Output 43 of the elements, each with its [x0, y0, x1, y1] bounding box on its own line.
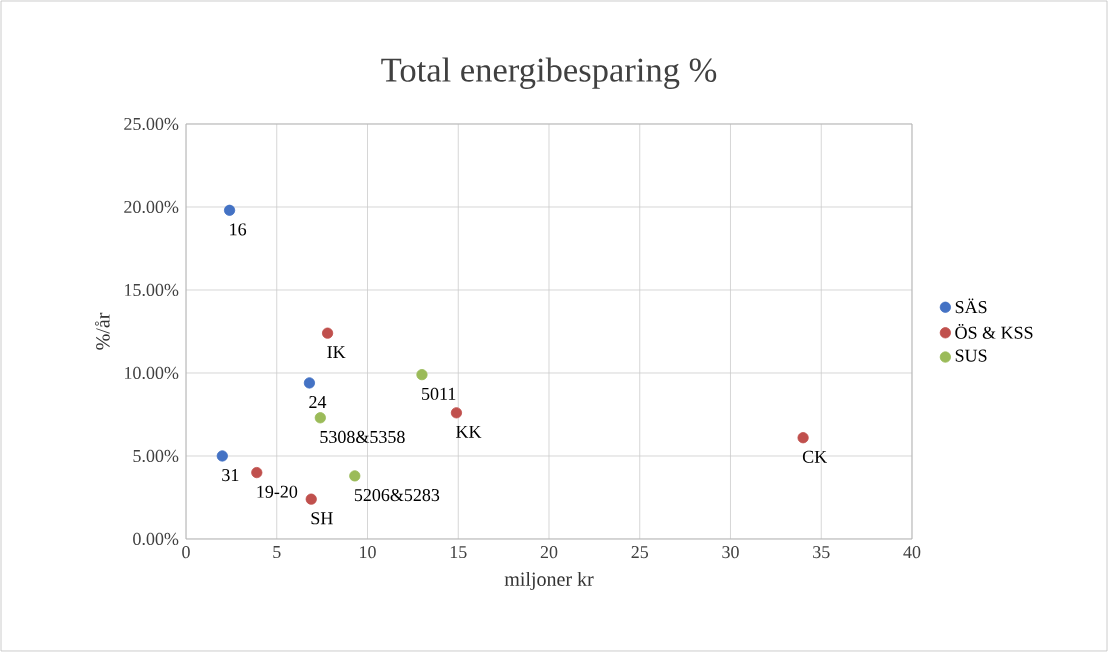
x-tick-label: 0 — [182, 546, 190, 559]
point — [450, 407, 463, 419]
annotation: 31 — [222, 469, 239, 482]
y-tick-label: 0.00% — [133, 532, 179, 546]
point — [321, 327, 334, 339]
y-tick-label: 15.00% — [125, 283, 179, 297]
annotation: KK — [456, 425, 482, 438]
chart-title: Total energibesparing % — [381, 57, 717, 89]
y-tick-label: 25.00% — [124, 117, 179, 131]
x-tick-label: 35 — [813, 546, 830, 559]
point — [223, 204, 236, 216]
annotation: 16 — [230, 223, 247, 236]
annotation: CK — [802, 450, 827, 463]
annotation: 19-20 — [257, 485, 298, 498]
annotation: SH — [311, 512, 333, 525]
x-tick-label: 25 — [631, 546, 649, 559]
point — [416, 369, 428, 381]
point — [216, 450, 228, 462]
x-tick-label: 20 — [540, 546, 558, 559]
legend-label: SUS — [955, 349, 987, 362]
x-tick-label: 5 — [273, 546, 281, 559]
x-tick-label: 30 — [722, 546, 739, 559]
point — [303, 377, 316, 389]
y-tick-label: 20.00% — [124, 200, 179, 214]
point — [314, 412, 326, 424]
legend-label: ÖS & KSS — [955, 324, 1033, 339]
legend-label: SÄS — [955, 298, 987, 314]
point — [251, 466, 263, 479]
annotation: 5011 — [422, 387, 456, 400]
point — [305, 493, 317, 505]
x-tick-label: 40 — [903, 546, 921, 559]
annotation: 24 — [309, 396, 327, 408]
annotation: IK — [327, 346, 346, 358]
annotation: 5308&5358 — [320, 430, 405, 444]
point — [349, 470, 361, 482]
x-axis-title: miljoner kr — [504, 571, 594, 591]
x-tick-label: 15 — [450, 546, 467, 559]
annotation: 5206&5283 — [354, 488, 440, 502]
x-tick-label: 10 — [360, 546, 376, 559]
y-axis-title: %/år — [94, 312, 110, 350]
y-tick-label: 10.00% — [125, 366, 179, 380]
point — [797, 432, 809, 444]
y-tick-label: 5.00% — [133, 449, 179, 463]
